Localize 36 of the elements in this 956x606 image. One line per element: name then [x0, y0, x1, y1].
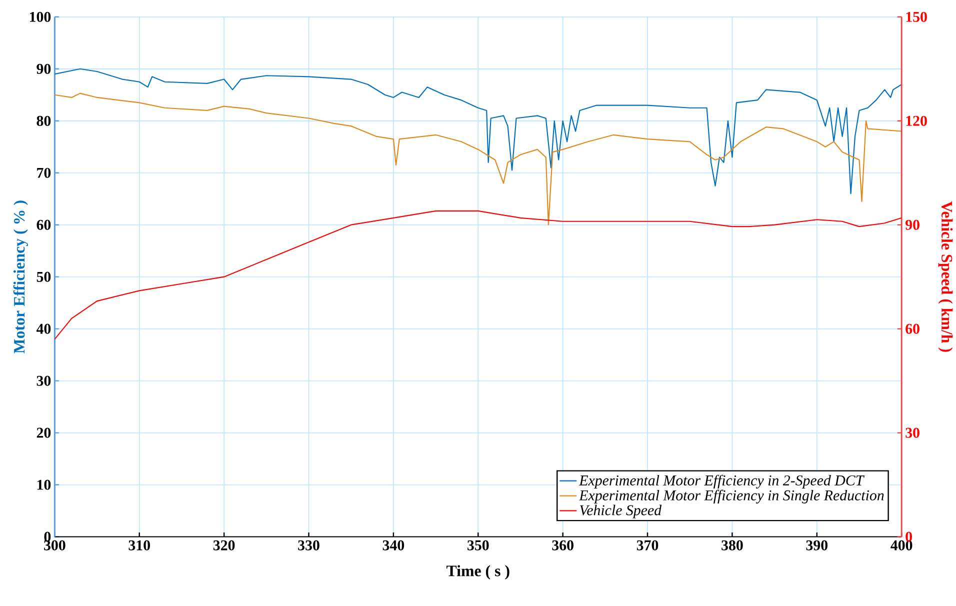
x-axis-title: Time ( s )	[446, 564, 510, 580]
y2-tick-label: 30	[906, 428, 920, 438]
y2-tick-label: 90	[906, 220, 920, 230]
x-tick-label: 380	[722, 540, 743, 550]
y2-axis-title: Vehicle Speed ( km/h )	[938, 201, 953, 352]
y2-tick-label: 60	[906, 324, 920, 334]
y-tick-label: 90	[36, 64, 51, 74]
y-tick-label: 20	[36, 428, 51, 438]
y-tick-label: 80	[36, 116, 51, 126]
y-axis-title: Motor Efficiency ( % )	[13, 200, 28, 354]
y2-tick-label: 150	[906, 12, 927, 22]
x-tick-label: 330	[298, 540, 320, 550]
x-tick-label: 390	[806, 540, 828, 550]
legend-label: Experimental Motor Efficiency in Single Reduction	[578, 490, 884, 504]
x-tick-label: 400	[890, 540, 912, 550]
y-tick-label: 30	[36, 376, 51, 386]
y-tick-label: 0	[44, 532, 51, 542]
y-tick-label: 100	[30, 12, 51, 22]
line-series	[54, 68, 902, 194]
x-tick-label: 300	[44, 540, 66, 550]
x-tick-label: 370	[636, 540, 658, 550]
y-tick-label: 70	[37, 168, 51, 178]
y-tick-label: 40	[36, 324, 51, 334]
x-tick-label: 310	[128, 540, 150, 550]
x-tick-label: 350	[468, 540, 489, 550]
y2-tick-label: 120	[906, 116, 927, 126]
y-tick-label: 60	[36, 220, 51, 230]
x-tick-label: 340	[382, 540, 404, 550]
y-tick-label: 10	[37, 480, 51, 490]
x-tick-label: 360	[552, 540, 574, 550]
legend-label: Vehicle Speed	[580, 504, 662, 518]
y-tick-label: 50	[36, 272, 51, 282]
y2-tick-label: 0	[906, 532, 912, 542]
line-series	[54, 92, 902, 226]
legend-label: Experimental Motor Efficiency in 2-Speed DCT	[578, 474, 865, 488]
x-tick-label: 320	[213, 540, 235, 550]
